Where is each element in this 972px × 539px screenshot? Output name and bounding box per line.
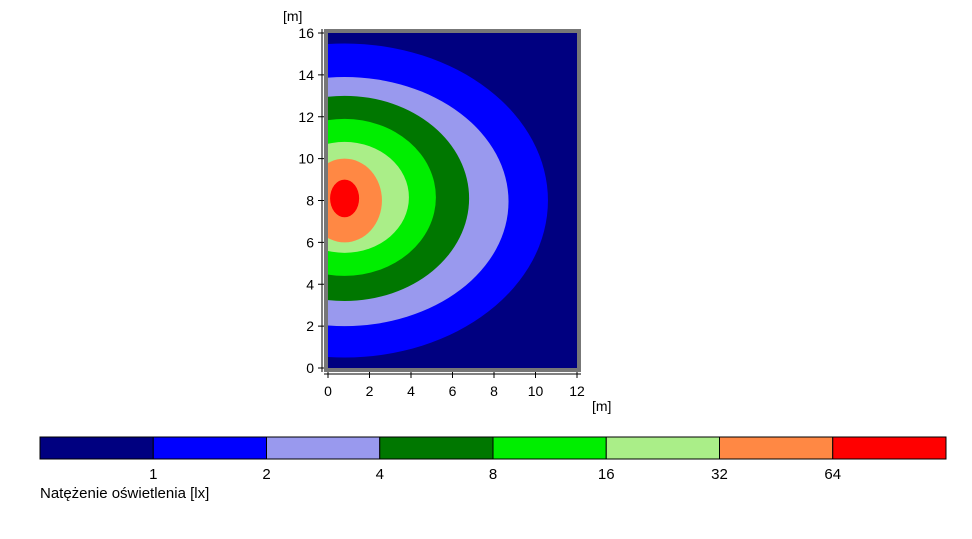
legend-label: 64 <box>824 466 841 483</box>
x-axis-label: [m] <box>592 398 611 414</box>
legend-label: 32 <box>711 466 728 483</box>
legend-swatch <box>379 436 494 460</box>
y-tick-label: 10 <box>298 151 314 167</box>
y-tick-label: 0 <box>306 360 314 376</box>
y-tick-label: 2 <box>306 318 314 334</box>
axes: [m] [m] 0 2 4 6 8 10 12 0 2 4 6 8 10 12 14 16 <box>283 8 611 414</box>
legend-swatch <box>605 436 720 460</box>
contour-bands <box>328 43 548 358</box>
legend-swatch <box>39 436 154 460</box>
plot-area <box>324 29 581 372</box>
y-axis-label: [m] <box>283 8 302 24</box>
legend-label: 2 <box>262 466 270 483</box>
legend-label: 1 <box>149 466 157 483</box>
x-tick-label: 2 <box>366 383 374 399</box>
x-tick-label: 10 <box>528 383 544 399</box>
legend-swatch <box>492 436 607 460</box>
legend: Natężenie oświetlenia [lx] 1 2 4 8 16 32 64 <box>39 436 947 502</box>
x-tick-label: 4 <box>407 383 415 399</box>
legend-label: 16 <box>598 466 615 483</box>
x-tick-label: 12 <box>569 383 585 399</box>
legend-title: Natężenie oświetlenia [lx] <box>40 485 209 502</box>
contour-band-64 <box>330 179 360 218</box>
y-tick-label: 4 <box>306 276 314 292</box>
y-tick-label: 16 <box>298 25 314 41</box>
y-tick-label: 8 <box>306 193 314 209</box>
legend-label: 4 <box>376 466 384 483</box>
y-tick-label: 14 <box>298 67 314 83</box>
x-tick-label: 0 <box>324 383 332 399</box>
y-tick-label: 12 <box>298 109 314 125</box>
y-tick-label: 6 <box>306 234 314 250</box>
legend-swatch <box>266 436 381 460</box>
legend-swatch <box>832 436 947 460</box>
legend-label: 8 <box>489 466 497 483</box>
legend-swatch <box>719 436 834 460</box>
x-tick-label: 8 <box>490 383 498 399</box>
legend-swatch <box>152 436 267 460</box>
x-tick-label: 6 <box>449 383 457 399</box>
